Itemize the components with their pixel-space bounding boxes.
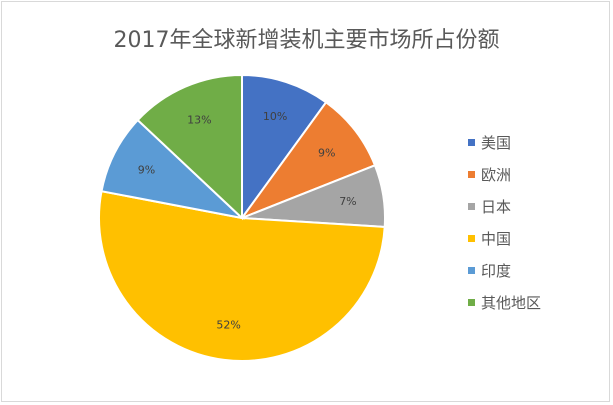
legend-swatch — [468, 266, 475, 274]
legend-label: 其他地区 — [481, 293, 542, 312]
legend-item: 美国 — [468, 126, 541, 158]
data-label-2: 7% — [339, 195, 356, 208]
legend-label: 欧洲 — [481, 165, 512, 184]
data-label-3: 52% — [216, 318, 240, 331]
legend: 美国欧洲日本中国印度其他地区 — [468, 126, 541, 318]
legend-swatch — [468, 298, 475, 306]
pie-slice-0 — [241, 73, 328, 222]
legend-item: 印度 — [468, 254, 541, 286]
chart-title: 2017年全球新增装机主要市场所占份额 — [113, 28, 500, 53]
legend-swatch — [468, 202, 475, 210]
legend-label: 日本 — [481, 197, 512, 216]
pie-slice-5 — [136, 73, 243, 221]
legend-swatch — [468, 170, 475, 178]
pie-slice-3 — [98, 190, 386, 362]
legend-label: 中国 — [481, 229, 512, 248]
legend-label: 美国 — [481, 133, 512, 152]
legend-swatch — [468, 234, 475, 242]
data-label-5: 13% — [187, 114, 211, 127]
legend-item: 中国 — [468, 222, 541, 254]
data-label-0: 10% — [263, 110, 287, 123]
legend-label: 印度 — [481, 261, 512, 280]
legend-item: 日本 — [468, 190, 541, 222]
pie-slice-1 — [239, 100, 377, 221]
legend-item: 欧洲 — [468, 158, 541, 190]
data-label-1: 9% — [318, 146, 335, 159]
legend-swatch — [468, 138, 475, 146]
pie-slice-4 — [100, 118, 246, 220]
legend-item: 其他地区 — [468, 286, 541, 318]
data-label-4: 9% — [138, 163, 155, 176]
